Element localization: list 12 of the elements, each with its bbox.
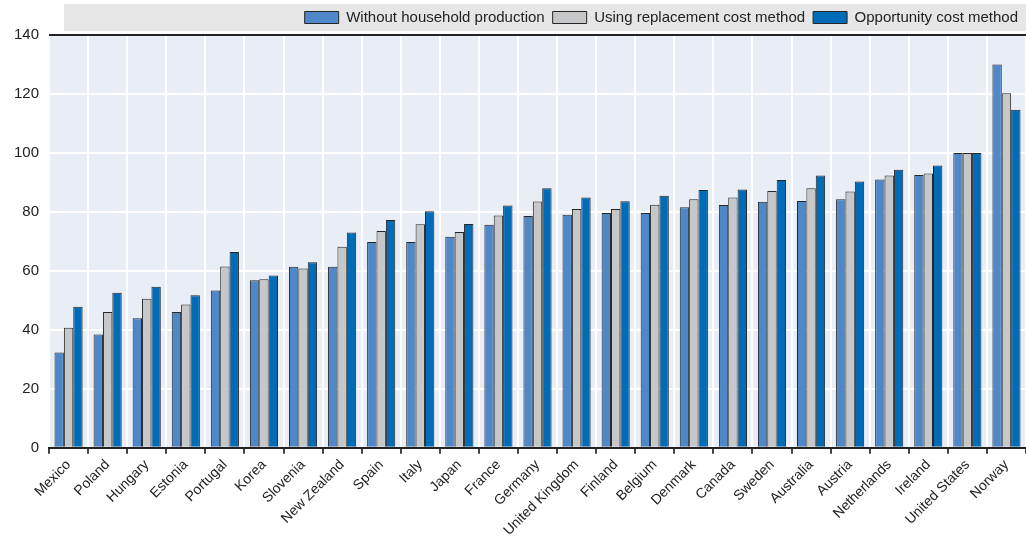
x-tick-label: Italy (395, 456, 426, 486)
y-tick-label: 140 (14, 25, 40, 43)
legend-label: Opportunity cost method (854, 7, 1018, 25)
y-tick-label: 20 (22, 378, 40, 396)
legend-label: Without household production (346, 7, 545, 25)
y-tick-label: 100 (14, 143, 40, 161)
y-tick-label: 0 (30, 437, 40, 455)
y-tick-label: 60 (22, 260, 40, 278)
y-tick-label: 40 (22, 319, 40, 337)
y-tick-label: 80 (22, 202, 40, 219)
y-tick-label: 120 (14, 84, 40, 102)
legend-label: Using replacement cost method (594, 7, 806, 25)
